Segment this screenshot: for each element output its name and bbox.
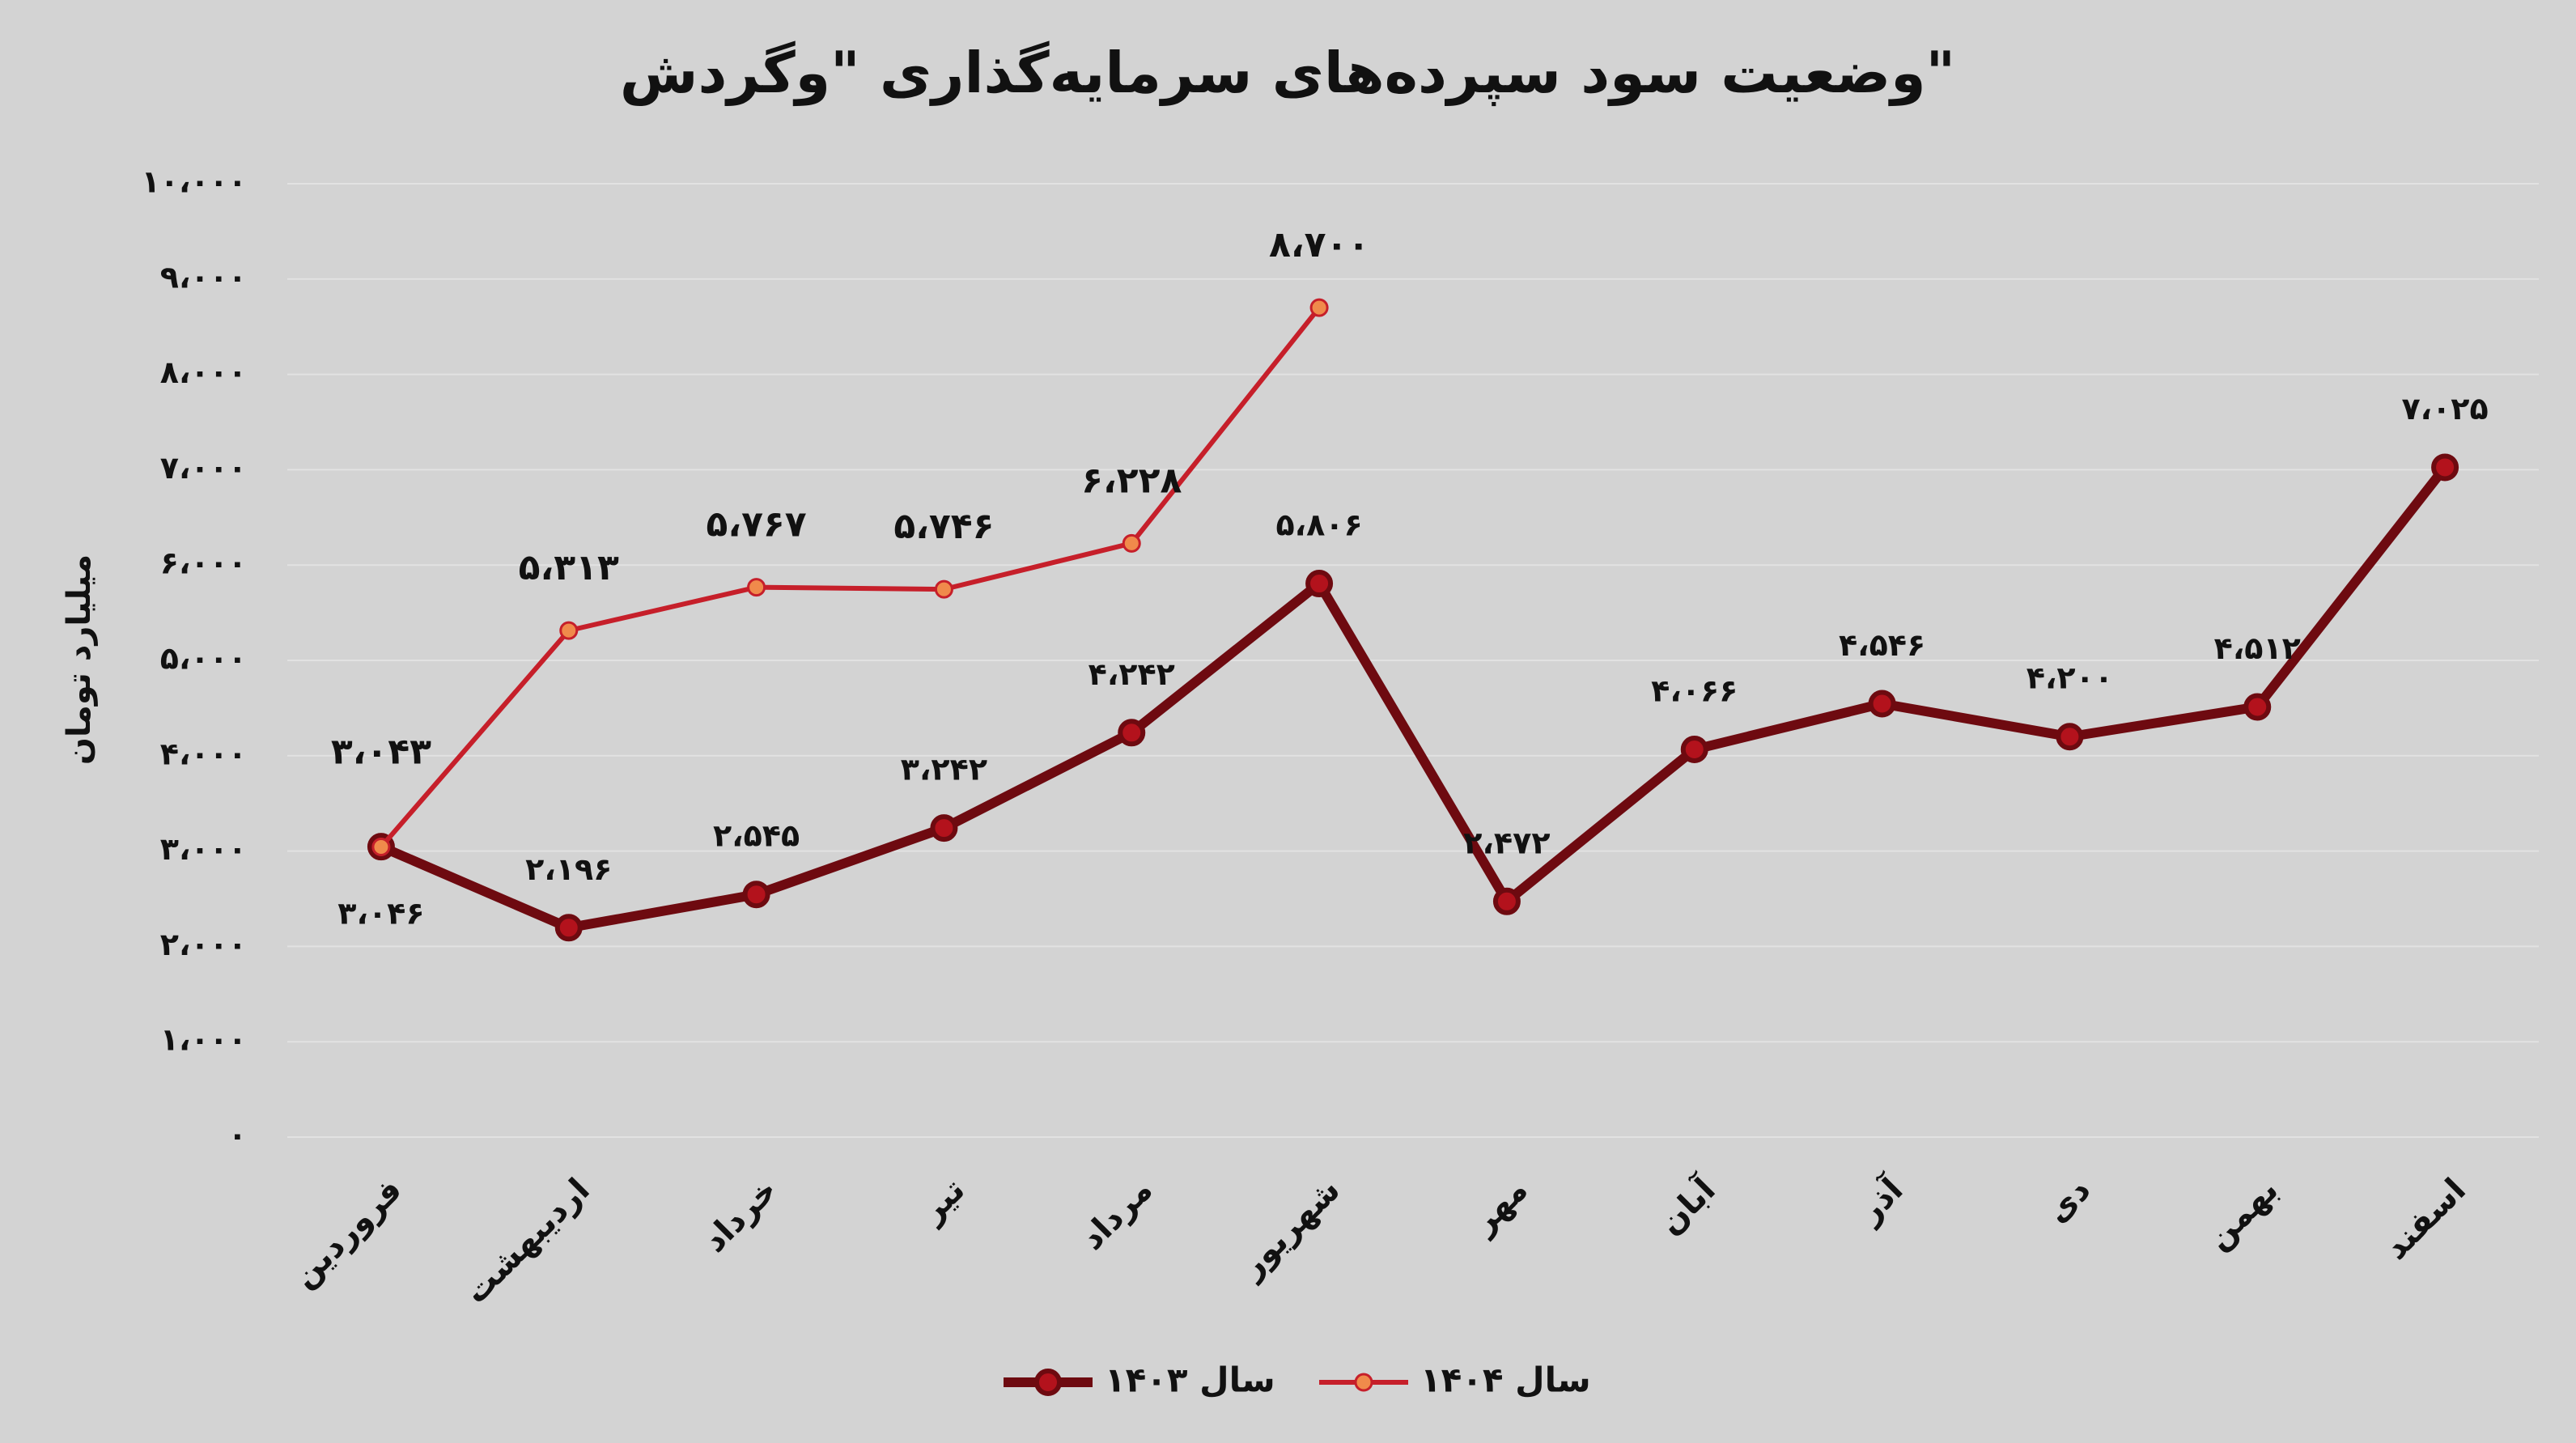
y-tick-label: ۱،۰۰۰ [160, 1022, 247, 1058]
marker [2431, 453, 2459, 482]
data-label: ۴،۵۱۲ [2214, 630, 2301, 666]
x-tick-label: شهریور [1232, 1171, 1347, 1287]
legend-marker [1354, 1373, 1373, 1392]
y-tick-label: ۴،۰۰۰ [160, 736, 247, 771]
marker [2056, 723, 2084, 751]
data-label: ۳،۰۴۳ [331, 732, 431, 773]
data-label: ۴،۲۰۰ [2026, 660, 2113, 696]
data-label: ۲،۵۴۵ [713, 818, 800, 854]
x-tick-label: آذر [1848, 1169, 1911, 1231]
x-tick-label: اردیبهشت [457, 1171, 597, 1311]
data-label: ۵،۷۴۶ [893, 506, 994, 547]
marker [1309, 298, 1329, 317]
data-label: ۳،۲۴۲ [901, 752, 987, 787]
data-label: ۴،۰۶۶ [1651, 673, 1738, 709]
legend-label: سال ۱۴۰۴ [1420, 1360, 1591, 1400]
series-line [379, 464, 2449, 933]
x-tick-label: بهمن [2200, 1171, 2285, 1257]
marker [2243, 693, 2272, 721]
marker [1118, 719, 1146, 747]
y-tick-label: ۱۰،۰۰۰ [142, 164, 247, 200]
marker [1122, 533, 1141, 553]
marker [1492, 887, 1521, 915]
data-label: ۳،۰۴۶ [337, 896, 424, 932]
marker [559, 621, 579, 640]
y-tick-label: ۹،۰۰۰ [160, 259, 247, 295]
marker [554, 914, 583, 942]
legend-marker [1034, 1369, 1062, 1396]
y-tick-label: ۵،۰۰۰ [160, 641, 247, 677]
legend-label: سال ۱۴۰۳ [1105, 1360, 1275, 1400]
data-label: ۵،۳۱۳ [519, 547, 619, 588]
x-tick-label: فروردین [286, 1171, 410, 1295]
x-tick-label: مهر [1464, 1171, 1535, 1242]
series-line [379, 306, 1322, 849]
x-tick-label: تیر [913, 1171, 973, 1231]
x-tick-label: دی [2039, 1171, 2098, 1230]
y-tick-label: ۳،۰۰۰ [160, 831, 247, 867]
chart-title: وضعیت سود سپرده‌های سرمایه‌گذاری "وگردش" [620, 40, 1955, 107]
y-tick-label: ۷،۰۰۰ [160, 450, 247, 486]
y-tick-label: ۸،۰۰۰ [160, 354, 247, 390]
marker [371, 838, 391, 857]
data-label: ۶،۲۲۸ [1081, 460, 1182, 501]
data-label: ۵،۸۰۶ [1275, 507, 1362, 543]
data-label: ۵،۷۶۷ [707, 504, 807, 545]
marker [747, 578, 766, 597]
y-tick-label: ۶،۰۰۰ [160, 545, 247, 581]
x-tick-label: خرداد [696, 1171, 784, 1259]
data-label: ۸،۷۰۰ [1269, 224, 1369, 265]
data-label: ۴،۵۴۶ [1839, 627, 1925, 663]
y-tick-label: ۰ [228, 1118, 247, 1153]
y-tick-label: ۲،۰۰۰ [160, 927, 247, 962]
data-label: ۲،۴۷۲ [1463, 825, 1550, 860]
data-label: ۲،۱۹۶ [525, 851, 612, 887]
data-label: ۷،۰۲۵ [2401, 391, 2488, 427]
marker [1305, 570, 1334, 598]
x-tick-label: اسفند [2378, 1171, 2473, 1267]
x-tick-label: آبان [1650, 1169, 1724, 1242]
y-axis-label: میلیارد تومان [61, 554, 98, 765]
marker [930, 814, 958, 842]
marker [1868, 690, 1896, 718]
data-label: ۴،۲۴۲ [1089, 656, 1175, 692]
marker [934, 579, 953, 599]
marker [742, 881, 770, 909]
marker [1680, 736, 1708, 764]
x-tick-label: مرداد [1074, 1171, 1160, 1257]
